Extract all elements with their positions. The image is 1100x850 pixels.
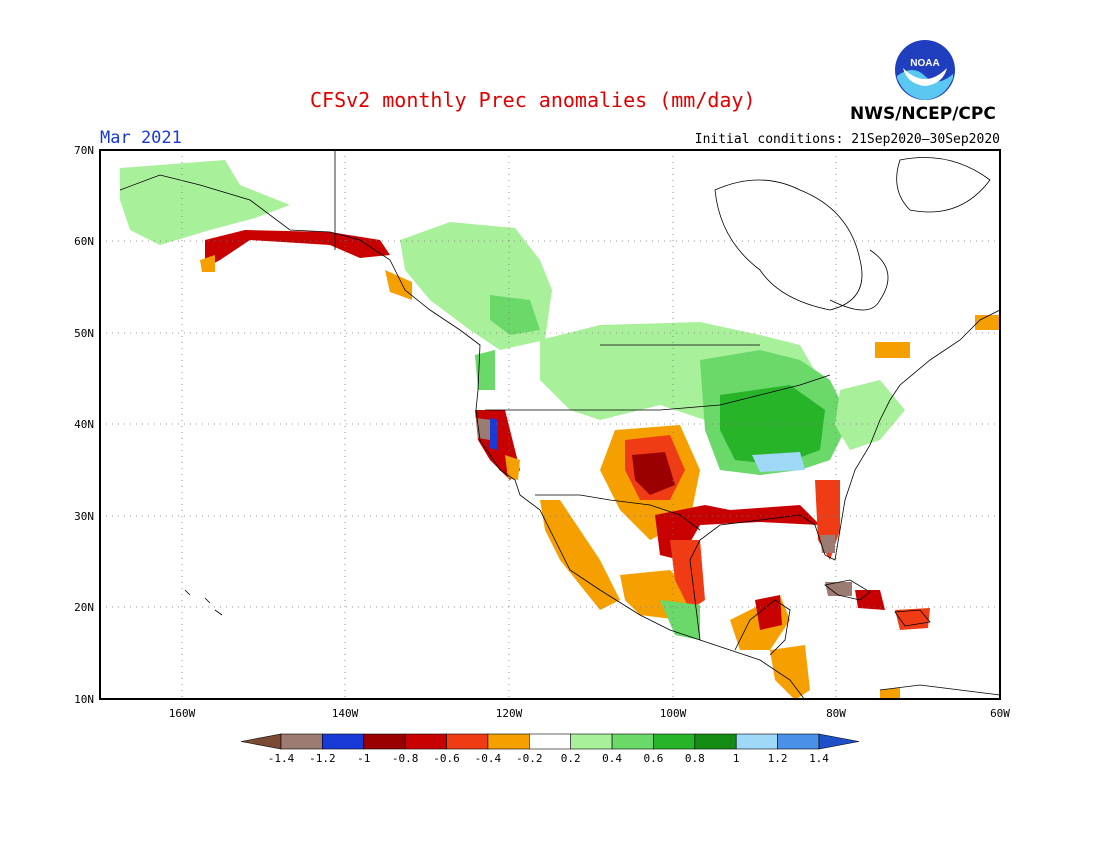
- colorbar-swatch: [694, 733, 737, 750]
- lon-label: 80W: [826, 707, 846, 720]
- shade-ohio-valley: [720, 385, 825, 465]
- map-title: CFSv2 monthly Prec anomalies (mm/day): [310, 88, 756, 112]
- colorbar-swatch: [653, 733, 696, 750]
- colorbar-label: 1.4: [809, 752, 829, 765]
- lat-label: 30N: [74, 510, 94, 523]
- shade-central-america: [770, 645, 810, 700]
- shade-newfoundland: [875, 342, 910, 358]
- colorbar-swatch: [363, 733, 406, 750]
- colorbar-swatch: [777, 733, 820, 750]
- lon-label: 120W: [496, 707, 523, 720]
- colorbar-label: -0.4: [475, 752, 502, 765]
- colorbar-swatch: [570, 733, 613, 750]
- shade-baja: [505, 455, 520, 480]
- noaa-logo: NOAA: [893, 38, 957, 102]
- colorbar-label: 0.6: [644, 752, 664, 765]
- shade-yucatan-red: [755, 595, 782, 630]
- graticule: [100, 150, 1000, 699]
- colorbar-label: 0.4: [602, 752, 622, 765]
- shade-pacific-nw: [475, 350, 495, 390]
- shade-canada-west-dark: [490, 295, 540, 335]
- lat-label: 70N: [74, 144, 94, 157]
- colorbar-swatch: [735, 733, 778, 750]
- shade-california-blue: [490, 418, 498, 450]
- lon-label: 140W: [332, 707, 359, 720]
- shade-alaska-coast-orange: [200, 255, 215, 272]
- colorbar-label: 1: [733, 752, 740, 765]
- shade-northeast: [835, 380, 905, 450]
- colorbar-swatch: [280, 733, 323, 750]
- coastlines: [119, 150, 1001, 701]
- shade-labrador: [975, 315, 1000, 330]
- lon-label: 160W: [169, 707, 196, 720]
- lat-label: 40N: [74, 418, 94, 431]
- initial-conditions: Initial conditions: 21Sep2020–30Sep2020: [694, 132, 1000, 147]
- colorbar-label: -0.6: [433, 752, 460, 765]
- shade-cuba-brown: [825, 582, 852, 596]
- shade-mexico-gulf: [670, 540, 705, 610]
- longitude-labels: 160W 140W 120W 100W 80W 60W: [169, 707, 1011, 720]
- shade-alaska-coast: [205, 230, 390, 268]
- colorbar-label: -0.8: [392, 752, 419, 765]
- shade-tennessee-blue: [752, 452, 805, 472]
- colorbar-label: 0.2: [561, 752, 581, 765]
- lat-label: 50N: [74, 327, 94, 340]
- colorbar-label: -1: [357, 752, 370, 765]
- shade-caribbean: [855, 590, 885, 610]
- colorbar-arrow-low: [240, 733, 282, 750]
- agency-label: NWS/NCEP/CPC: [850, 104, 996, 124]
- colorbar: -1.4 -1.2 -1 -0.8 -0.6 -0.4 -0.2 0.2 0.4 0.6 0.8 1 1…: [240, 733, 860, 765]
- shade-florida-brown: [820, 535, 835, 553]
- lat-label: 20N: [74, 601, 94, 614]
- colorbar-label: -1.2: [309, 752, 336, 765]
- colorbar-swatch: [487, 733, 530, 750]
- shade-southern-plains-dark: [632, 452, 675, 495]
- colorbar-swatch: [446, 733, 489, 750]
- shade-bc-coast: [385, 270, 412, 300]
- forecast-month: Mar 2021: [100, 128, 182, 148]
- colorbar-label: 0.8: [685, 752, 705, 765]
- colorbar-swatch: [529, 733, 571, 750]
- colorbar-swatch: [404, 733, 447, 750]
- shade-mexico-green: [660, 600, 700, 640]
- shade-gulf-coast: [655, 505, 820, 560]
- shade-mexico-west: [540, 500, 620, 610]
- colorbar-label: -0.2: [516, 752, 543, 765]
- shade-south-atlantic: [880, 688, 900, 700]
- shade-alaska-green: [120, 160, 290, 245]
- latitude-labels: 70N 60N 50N 40N 30N 20N 10N: [74, 144, 94, 706]
- colorbar-swatch: [611, 733, 654, 750]
- lon-label: 60W: [990, 707, 1010, 720]
- colorbar-label: 1.2: [768, 752, 788, 765]
- shade-california-brown: [476, 418, 492, 440]
- map-frame: [99, 149, 1001, 700]
- colorbar-arrow-high: [818, 733, 860, 750]
- anomaly-shading: [120, 160, 1000, 700]
- colorbar-swatch: [322, 733, 365, 750]
- lat-label: 60N: [74, 235, 94, 248]
- noaa-logo-text: NOAA: [910, 58, 939, 69]
- lon-label: 100W: [660, 707, 687, 720]
- colorbar-label: -1.4: [268, 752, 295, 765]
- lat-label: 10N: [74, 693, 94, 706]
